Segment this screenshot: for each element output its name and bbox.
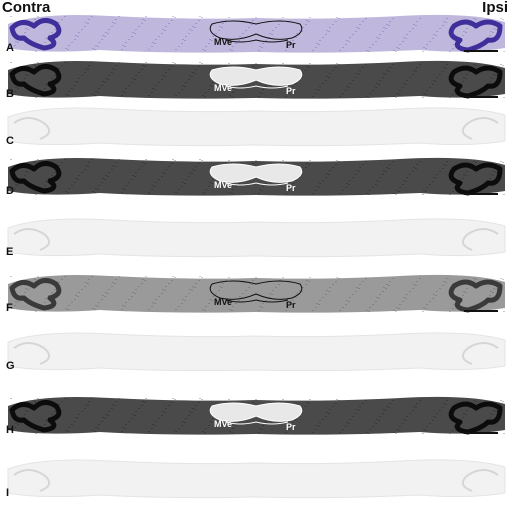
brain-section-image — [8, 274, 505, 313]
panel-letter: E — [6, 246, 14, 258]
panel-letter: B — [6, 88, 14, 100]
scale-bar — [464, 310, 498, 312]
scale-bar — [464, 193, 498, 195]
brain-section-image — [8, 60, 505, 99]
brain-section-image — [7, 107, 506, 147]
panel-b: B MVe Pr — [0, 56, 512, 102]
contra-label: Contra — [2, 0, 51, 16]
panel-letter: I — [6, 487, 10, 499]
brain-section-image — [8, 14, 505, 53]
panel-i: I — [0, 455, 512, 501]
brain-section-image — [8, 157, 505, 196]
panel-g: G — [0, 328, 512, 374]
panel-letter: A — [6, 42, 14, 54]
region-label-pr: Pr — [286, 40, 296, 50]
scale-bar — [464, 96, 498, 98]
panel-letter: D — [6, 185, 14, 197]
panel-e: E — [0, 214, 512, 260]
region-label-mve: MVe — [214, 297, 233, 307]
panel-a: A MVe Pr — [0, 10, 512, 56]
panel-c: C — [0, 103, 512, 149]
panel-d: D MVe Pr — [0, 153, 512, 199]
panel-letter: G — [6, 360, 15, 372]
region-label-mve: MVe — [214, 83, 233, 93]
brain-section-image — [7, 459, 506, 499]
ipsi-label: Ipsi — [482, 0, 508, 16]
region-label-pr: Pr — [286, 86, 296, 96]
panel-letter: H — [6, 424, 14, 436]
region-label-pr: Pr — [286, 300, 296, 310]
region-label-mve: MVe — [214, 180, 233, 190]
panel-letter: C — [6, 135, 14, 147]
brain-section-image — [8, 396, 505, 435]
panel-letter: F — [6, 302, 13, 314]
panel-f: F MVe Pr — [0, 270, 512, 316]
region-label-mve: MVe — [214, 419, 233, 429]
region-label-pr: Pr — [286, 422, 296, 432]
region-label-mve: MVe — [214, 37, 233, 47]
brain-section-image — [7, 218, 506, 258]
panel-h: H MVe Pr — [0, 392, 512, 438]
region-label-pr: Pr — [286, 183, 296, 193]
scale-bar — [464, 50, 498, 52]
brain-section-image — [7, 332, 506, 372]
scale-bar — [464, 432, 498, 434]
